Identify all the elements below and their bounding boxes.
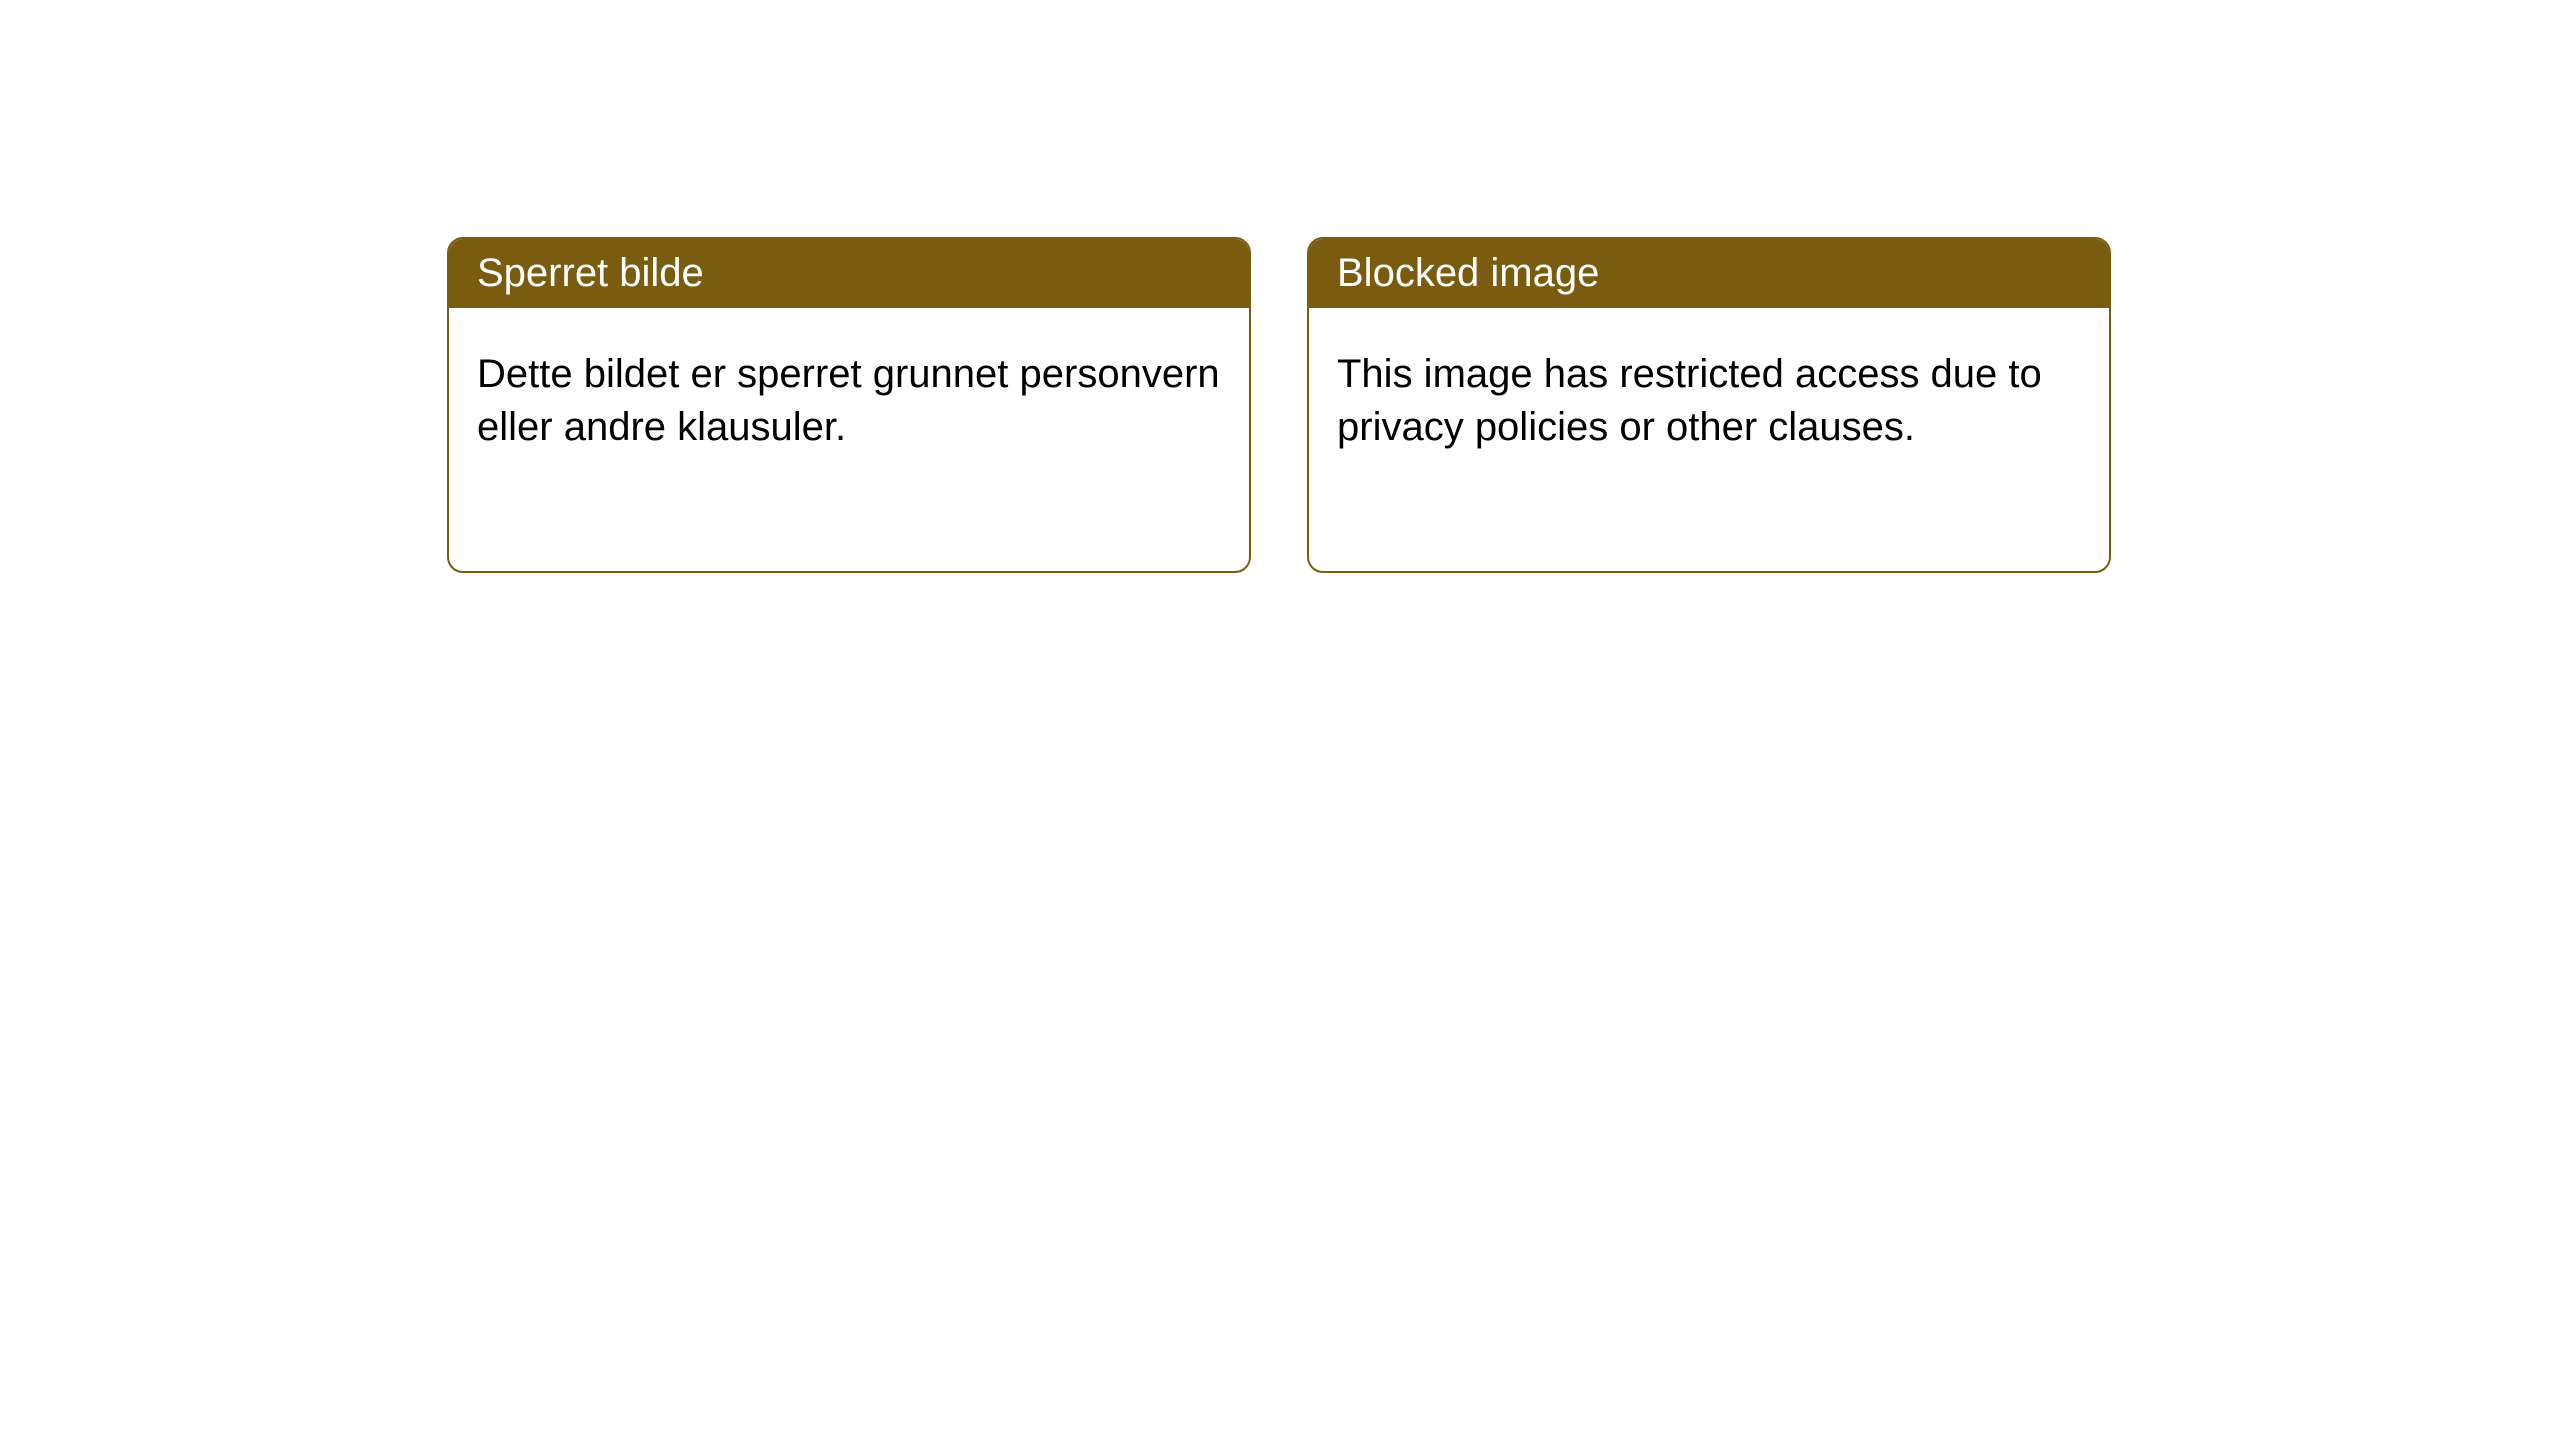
notice-card-header: Sperret bilde xyxy=(449,239,1249,308)
notice-card-message: This image has restricted access due to … xyxy=(1337,352,2042,449)
notice-card-norwegian: Sperret bilde Dette bildet er sperret gr… xyxy=(447,237,1251,573)
notice-card-title: Sperret bilde xyxy=(477,251,704,295)
notice-cards-container: Sperret bilde Dette bildet er sperret gr… xyxy=(447,237,2111,573)
notice-card-english: Blocked image This image has restricted … xyxy=(1307,237,2111,573)
notice-card-header: Blocked image xyxy=(1309,239,2109,308)
notice-card-body: Dette bildet er sperret grunnet personve… xyxy=(449,308,1249,494)
notice-card-title: Blocked image xyxy=(1337,251,1599,295)
notice-card-message: Dette bildet er sperret grunnet personve… xyxy=(477,352,1220,449)
notice-card-body: This image has restricted access due to … xyxy=(1309,308,2109,494)
